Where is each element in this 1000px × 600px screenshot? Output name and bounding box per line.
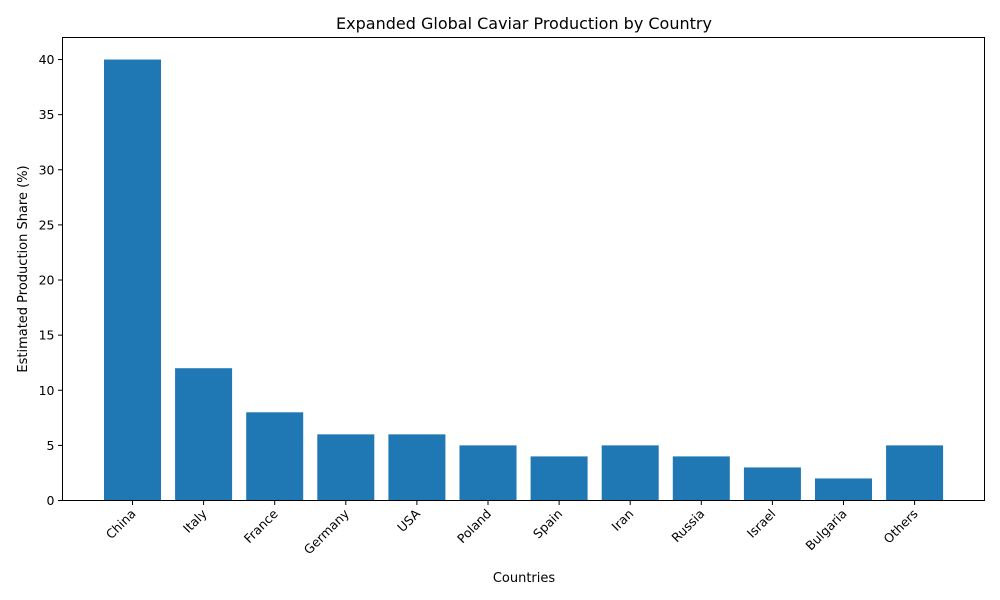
bar-poland [459,445,517,501]
bar-iran [601,445,659,501]
x-tick-label: China [103,506,139,542]
y-tick-label: 30 [39,162,55,177]
bar-israel [743,467,801,501]
bar-spain [530,456,588,501]
x-tick-label: Germany [301,506,353,558]
y-tick-label: 25 [39,217,55,232]
y-tick-label: 5 [47,438,55,453]
y-tick-label: 0 [47,493,55,508]
bar-russia [672,456,730,501]
x-tick-label: USA [394,506,423,535]
y-tick-label: 10 [39,383,55,398]
y-axis: 0 5 10 15 20 25 30 35 40 [39,52,63,508]
x-tick-label: Spain [530,506,565,541]
bar-others [886,445,944,501]
chart-title: Expanded Global Caviar Production by Cou… [336,14,712,33]
bars-group [104,59,944,501]
y-tick-label: 15 [39,328,55,343]
bar-china [104,59,161,501]
bar-italy [175,368,233,501]
x-tick-label: Israel [744,506,779,541]
y-tick-label: 35 [39,107,55,122]
x-axis-label: Countries [493,571,556,586]
x-tick-label: France [241,506,281,546]
x-tick-label: Russia [668,506,707,545]
x-tick-label: Iran [608,506,636,534]
x-axis: China Italy France Germany USA Poland Spain Ira… [103,500,921,558]
bar-france [246,412,304,501]
y-tick-label: 20 [39,273,55,288]
bar-usa [388,434,446,501]
y-tick-label: 40 [39,52,55,67]
x-tick-label: Bulgaria [802,506,849,553]
bar-bulgaria [815,478,872,501]
x-tick-label: Italy [180,506,210,536]
y-axis-label: Estimated Production Share (%) [16,165,31,372]
x-tick-label: Poland [454,506,494,546]
plot-frame [62,37,985,501]
x-tick-label: Others [880,506,920,546]
bar-germany [317,434,375,501]
